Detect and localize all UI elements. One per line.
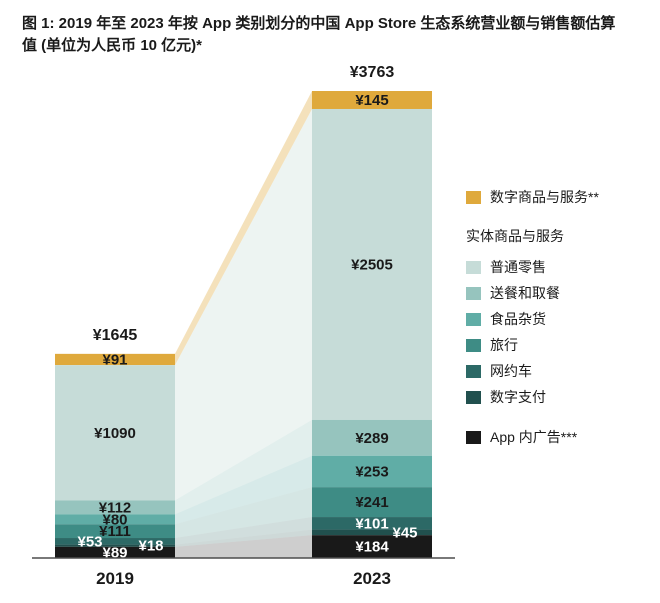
- legend-item-general-retail: 普通零售: [466, 254, 656, 280]
- segment-value-label: ¥111: [99, 523, 131, 540]
- travel-swatch-icon: [466, 338, 481, 352]
- legend-item-ride-hailing: 网约车: [466, 358, 656, 384]
- legend-item-travel: 旅行: [466, 332, 656, 358]
- flow-band-2: [175, 419, 312, 515]
- bar-segment-2019-4: [55, 524, 175, 539]
- digital-payments-swatch-icon: [466, 390, 481, 404]
- groceries-swatch-icon: [466, 312, 481, 326]
- bar-segment-2019-7: [55, 546, 175, 558]
- bar-segment-2023-4: [312, 487, 432, 518]
- segment-value-label: ¥112: [99, 499, 132, 516]
- bar-segment-2019-2: [55, 500, 175, 515]
- food-delivery-swatch-icon: [466, 286, 481, 300]
- flow-band-6: [175, 529, 312, 547]
- bar-segment-2023-5: [312, 517, 432, 530]
- flow-band-3: [175, 455, 312, 525]
- year-axis-label: 2019: [96, 569, 134, 588]
- segment-value-label: ¥89: [102, 544, 127, 561]
- legend-item-digital-goods: 数字商品与服务**: [466, 189, 656, 205]
- legend-item-label: 食品杂货: [490, 311, 546, 327]
- bar-segment-2023-6: [312, 529, 432, 536]
- flow-band-4: [175, 487, 312, 539]
- flow-band-7: [175, 535, 312, 558]
- segment-value-label: ¥18: [138, 538, 163, 555]
- segment-value-label: ¥145: [355, 92, 388, 109]
- segment-value-label: ¥45: [392, 524, 417, 541]
- segment-value-label: ¥53: [77, 533, 102, 550]
- figure-title-line1: 图 1: 2019 年至 2023 年按 App 类别划分的中国 App Sto…: [22, 15, 616, 32]
- bar-segment-2019-3: [55, 514, 175, 525]
- legend: 数字商品与服务** 实体商品与服务 普通零售 送餐和取餐 食品杂货 旅行 网约车…: [466, 189, 656, 445]
- figure-title-line2: 值 (单位为人民币 10 亿元)*: [22, 37, 203, 54]
- legend-item-food-delivery: 送餐和取餐: [466, 280, 656, 306]
- bar-segment-2023-2: [312, 419, 432, 456]
- year-axis-label: 2023: [353, 569, 391, 588]
- bar-segment-2019-5: [55, 538, 175, 545]
- bar-segment-2023-7: [312, 535, 432, 558]
- segment-value-label: ¥80: [102, 511, 127, 528]
- bar-segment-2023-0: [312, 91, 432, 109]
- legend-item-digital-payments: 数字支付: [466, 384, 656, 410]
- in-app-ads-swatch-icon: [466, 430, 481, 444]
- legend-item-label: 数字商品与服务**: [490, 189, 599, 205]
- segment-value-label: ¥253: [355, 463, 388, 480]
- segment-value-label: ¥2505: [351, 256, 393, 273]
- bar-segment-2023-1: [312, 108, 432, 420]
- bar-segment-2019-0: [55, 353, 175, 366]
- segment-value-label: ¥1090: [94, 425, 136, 442]
- legend-item-label: 送餐和取餐: [490, 285, 560, 301]
- bar-segment-2019-6: [55, 544, 175, 547]
- segment-value-label: ¥289: [355, 430, 388, 447]
- flow-band-5: [175, 517, 312, 545]
- legend-item-groceries: 食品杂货: [466, 306, 656, 332]
- general-retail-swatch-icon: [466, 260, 481, 274]
- ride-hailing-swatch-icon: [466, 364, 481, 378]
- figure-title: 图 1: 2019 年至 2023 年按 App 类别划分的中国 App Sto…: [22, 13, 642, 57]
- segment-value-label: ¥101: [355, 515, 388, 532]
- digital-goods-swatch-icon: [466, 190, 481, 204]
- bar-segment-2023-3: [312, 455, 432, 488]
- flow-band-0: [175, 91, 312, 366]
- bar-segment-2019-1: [55, 365, 175, 501]
- legend-item-in-app-ads: App 内广告***: [466, 429, 656, 445]
- legend-item-label: 旅行: [490, 337, 518, 353]
- legend-item-label: App 内广告***: [490, 429, 578, 445]
- total-value-label: ¥1645: [93, 327, 138, 344]
- legend-item-label: 网约车: [490, 363, 532, 379]
- segment-value-label: ¥91: [102, 351, 127, 368]
- legend-item-label: 数字支付: [490, 389, 546, 405]
- segment-value-label: ¥241: [355, 494, 388, 511]
- legend-group-header-physical: 实体商品与服务: [466, 228, 564, 244]
- legend-item-label: 普通零售: [490, 259, 546, 275]
- segment-value-label: ¥184: [355, 539, 389, 556]
- total-value-label: ¥3763: [350, 64, 395, 81]
- flow-band-1: [175, 108, 312, 501]
